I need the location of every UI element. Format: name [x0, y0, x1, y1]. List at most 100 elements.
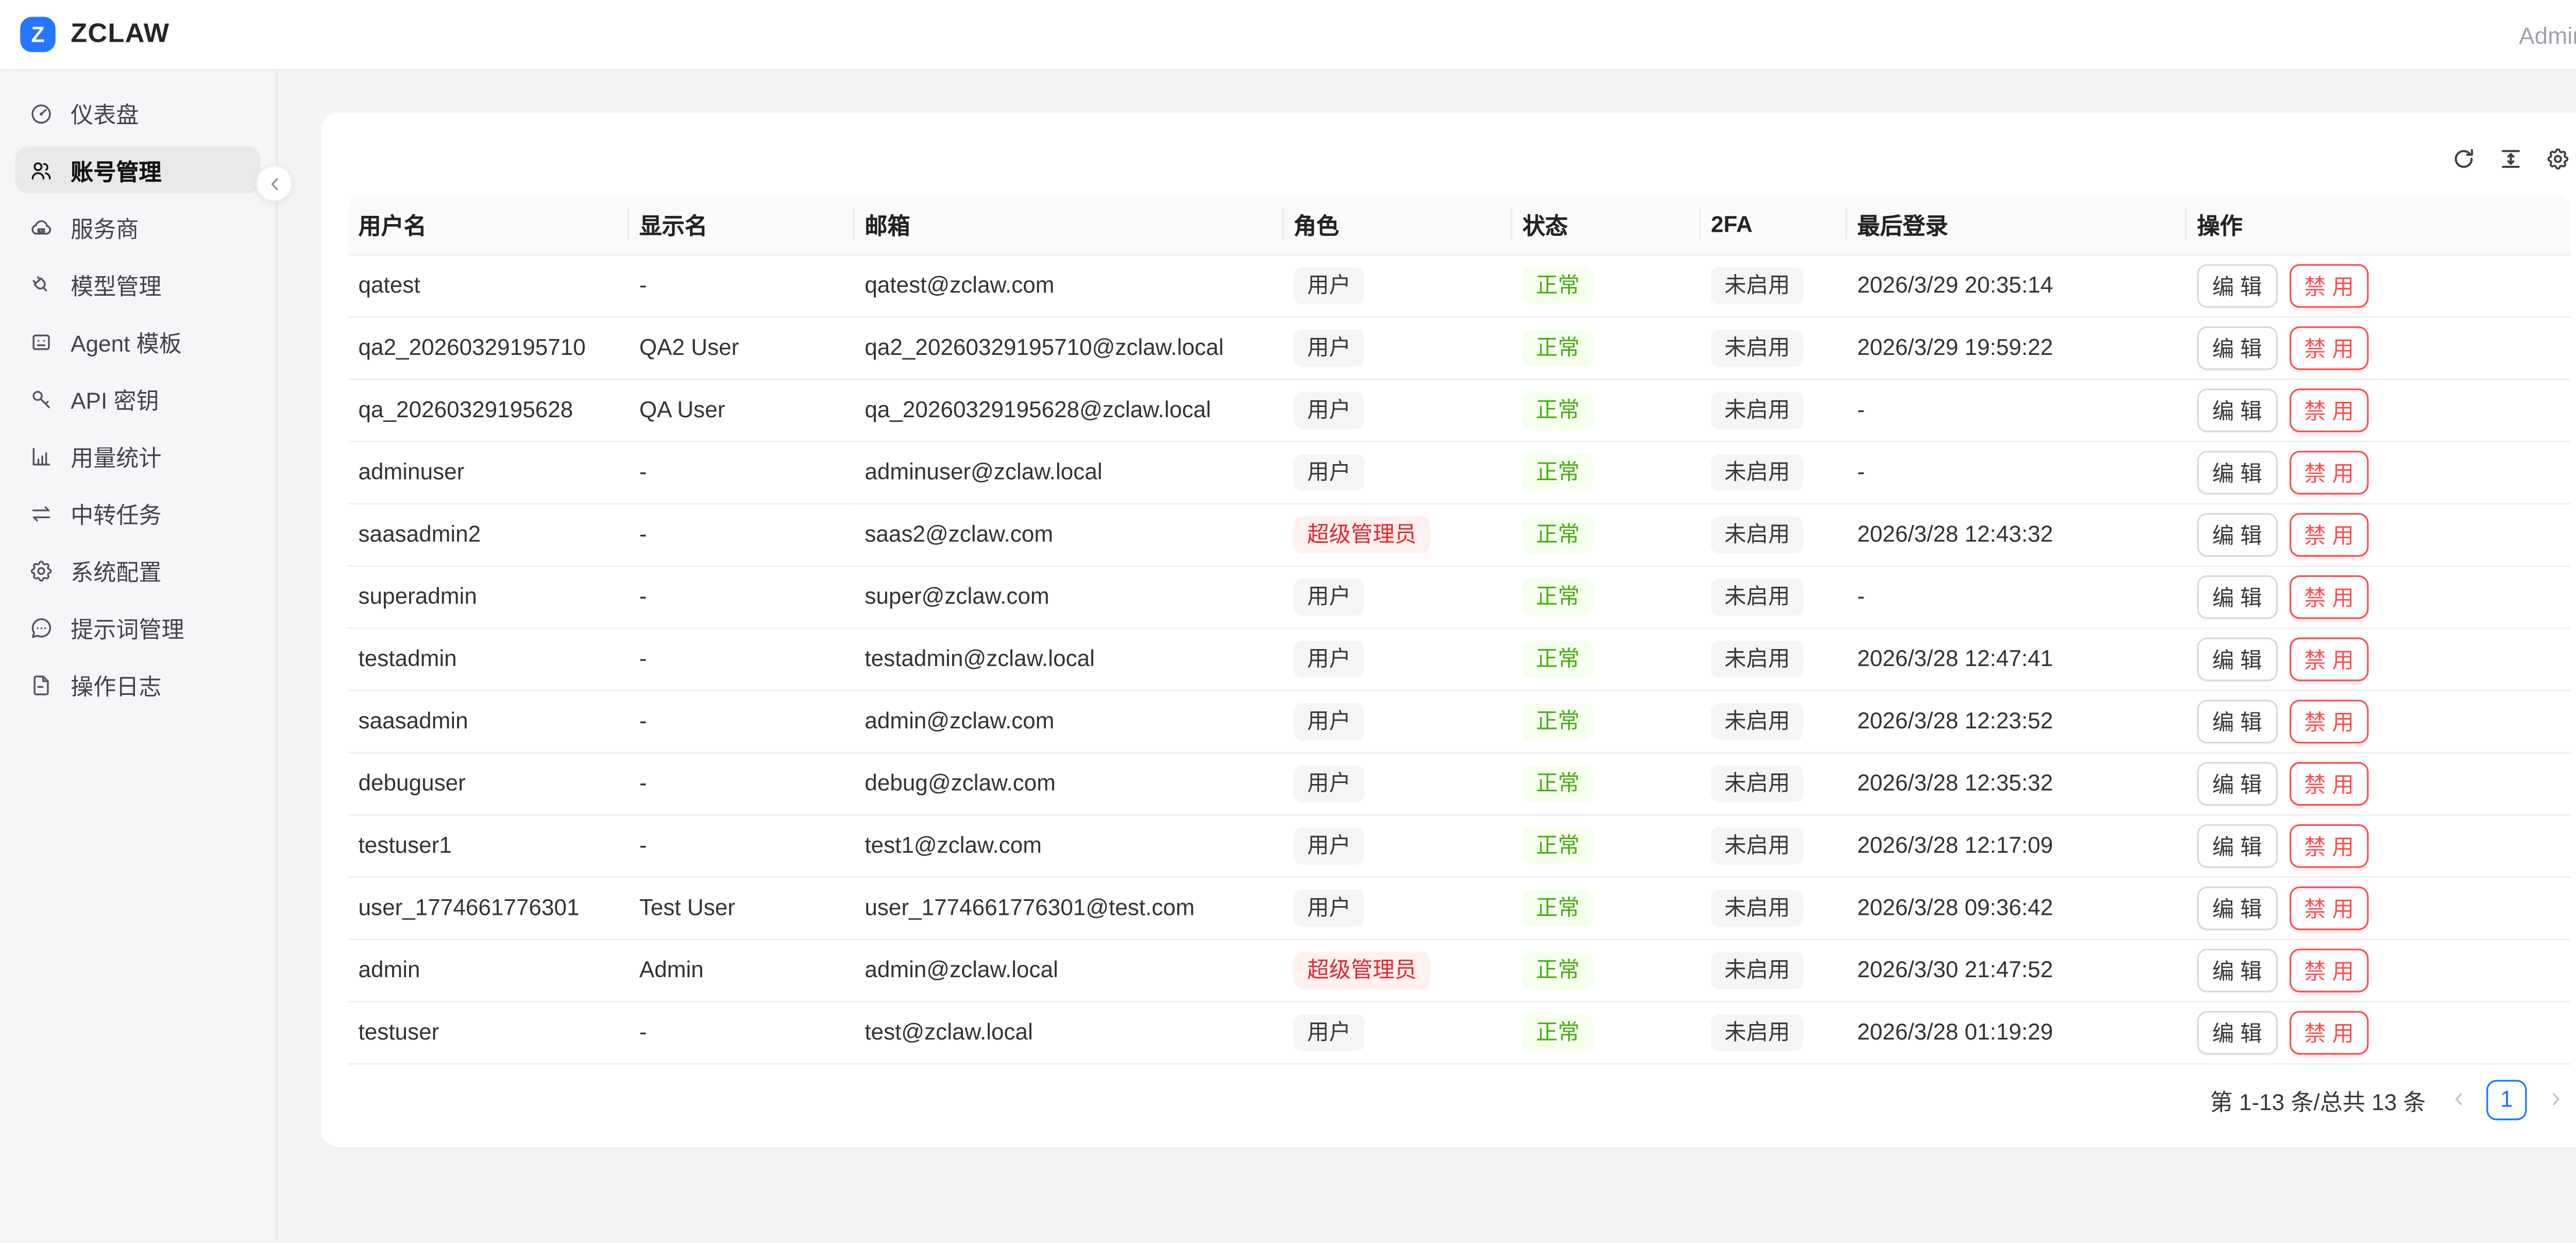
table-toolbar — [348, 133, 2570, 183]
cell-display-name: - — [629, 440, 855, 504]
status-badge: 正常 — [1522, 764, 1594, 802]
density-icon[interactable] — [2498, 145, 2523, 171]
edit-button[interactable]: 编 辑 — [2197, 450, 2277, 494]
sidebar-item-label: 提示词管理 — [71, 617, 184, 643]
cell-actions: 编 辑禁 用 — [2187, 565, 2571, 628]
sidebar-collapse-button[interactable] — [256, 165, 293, 202]
cell-display-name: - — [629, 627, 855, 691]
sidebar-item-6[interactable]: 用量统计 — [15, 432, 261, 479]
settings-gear-icon[interactable] — [2545, 145, 2570, 171]
table-row: saasadmin - admin@zclaw.com 用户 正常 未启用 2026/3/2… — [348, 689, 2571, 753]
disable-button[interactable]: 禁 用 — [2289, 325, 2369, 369]
cell-last-login: 2026/3/29 19:59:22 — [1847, 316, 2187, 380]
cell-display-name: QA2 User — [629, 316, 855, 380]
disable-button[interactable]: 禁 用 — [2289, 387, 2369, 432]
cell-status: 正常 — [1512, 1000, 1701, 1064]
cell-username: testuser1 — [348, 814, 630, 877]
cell-last-login: 2026/3/28 12:17:09 — [1847, 814, 2187, 877]
disable-button[interactable]: 禁 用 — [2289, 947, 2369, 992]
chevron-left-icon[interactable] — [2443, 1079, 2473, 1119]
cell-2fa: 未启用 — [1701, 565, 1848, 628]
pagination-total: 第 1-13 条/总共 13 条 — [2210, 1089, 2426, 1115]
twofa-badge: 未启用 — [1710, 453, 1804, 490]
disable-button[interactable]: 禁 用 — [2289, 886, 2369, 930]
cell-2fa: 未启用 — [1701, 939, 1848, 1002]
role-tag: 用户 — [1294, 329, 1365, 366]
sidebar-item-label: 账号管理 — [71, 160, 162, 185]
cell-actions: 编 辑禁 用 — [2187, 814, 2571, 877]
cloud-icon — [29, 214, 54, 240]
edit-button[interactable]: 编 辑 — [2197, 947, 2277, 992]
cell-status: 正常 — [1512, 814, 1701, 877]
edit-button[interactable]: 编 辑 — [2197, 823, 2277, 867]
status-badge: 正常 — [1522, 391, 1594, 429]
table-row: superadmin - super@zclaw.com 用户 正常 未启用 - 编 辑禁 用 — [348, 565, 2571, 628]
sidebar-item-7[interactable]: 中转任务 — [15, 489, 261, 536]
status-badge: 正常 — [1522, 1013, 1594, 1051]
refresh-icon[interactable] — [2451, 145, 2477, 171]
cell-email: test@zclaw.local — [854, 1000, 1284, 1064]
edit-button[interactable]: 编 辑 — [2197, 387, 2277, 432]
cell-username: admin — [348, 939, 630, 1002]
sidebar-item-2[interactable]: 服务商 — [15, 203, 261, 250]
cell-actions: 编 辑禁 用 — [2187, 503, 2571, 566]
column-header-2: 邮箱 — [854, 195, 1284, 255]
edit-button[interactable]: 编 辑 — [2197, 699, 2277, 743]
pagination-page-1[interactable]: 1 — [2486, 1079, 2527, 1120]
table-row: adminuser - adminuser@zclaw.local 用户 正常 未启用 - 编… — [348, 440, 2571, 504]
disable-button[interactable]: 禁 用 — [2289, 574, 2369, 618]
sidebar-item-1[interactable]: 账号管理 — [15, 146, 261, 194]
cell-status: 正常 — [1512, 503, 1701, 566]
sidebar-item-9[interactable]: 提示词管理 — [15, 604, 261, 651]
cell-last-login: - — [1847, 565, 2187, 628]
cell-email: test1@zclaw.com — [854, 814, 1284, 877]
chevron-left-icon — [270, 177, 277, 190]
sidebar-item-0[interactable]: 仪表盘 — [15, 89, 261, 136]
sidebar-item-4[interactable]: Agent 模板 — [15, 318, 261, 365]
edit-button[interactable]: 编 辑 — [2197, 263, 2277, 307]
edit-button[interactable]: 编 辑 — [2197, 1010, 2277, 1054]
cell-status: 正常 — [1512, 939, 1701, 1002]
sidebar-item-10[interactable]: 操作日志 — [15, 661, 261, 708]
edit-button[interactable]: 编 辑 — [2197, 761, 2277, 805]
file-text-icon — [29, 672, 54, 697]
disable-button[interactable]: 禁 用 — [2289, 823, 2369, 867]
role-tag: 超级管理员 — [1294, 951, 1430, 989]
robot-icon — [29, 329, 54, 354]
cell-status: 正常 — [1512, 254, 1701, 317]
sidebar: 仪表盘账号管理服务商模型管理 Agent 模板 API 密钥 用量统计中转任务系统配置… — [0, 71, 293, 1241]
cell-role: 用户 — [1283, 316, 1513, 380]
cell-status: 正常 — [1512, 316, 1701, 380]
cell-display-name: - — [629, 814, 855, 877]
twofa-badge: 未启用 — [1710, 266, 1804, 304]
cell-role: 用户 — [1283, 254, 1513, 317]
current-user-menu[interactable]: Admin — [2519, 21, 2576, 48]
cell-status: 正常 — [1512, 627, 1701, 691]
edit-button[interactable]: 编 辑 — [2197, 325, 2277, 369]
cell-last-login: 2026/3/28 12:35:32 — [1847, 752, 2187, 815]
brand: Z ZCLAW — [20, 16, 170, 53]
cell-status: 正常 — [1512, 689, 1701, 753]
cell-actions: 编 辑禁 用 — [2187, 316, 2571, 380]
edit-button[interactable]: 编 辑 — [2197, 886, 2277, 930]
sidebar-item-5[interactable]: API 密钥 — [15, 375, 261, 422]
disable-button[interactable]: 禁 用 — [2289, 1010, 2369, 1054]
disable-button[interactable]: 禁 用 — [2289, 636, 2369, 680]
disable-button[interactable]: 禁 用 — [2289, 512, 2369, 556]
chevron-right-icon[interactable] — [2540, 1079, 2571, 1119]
edit-button[interactable]: 编 辑 — [2197, 512, 2277, 556]
disable-button[interactable]: 禁 用 — [2289, 699, 2369, 743]
disable-button[interactable]: 禁 用 — [2289, 263, 2369, 307]
cell-actions: 编 辑禁 用 — [2187, 689, 2571, 753]
edit-button[interactable]: 编 辑 — [2197, 636, 2277, 680]
cell-actions: 编 辑禁 用 — [2187, 378, 2571, 442]
sidebar-item-8[interactable]: 系统配置 — [15, 547, 261, 593]
cell-status: 正常 — [1512, 378, 1701, 442]
disable-button[interactable]: 禁 用 — [2289, 761, 2369, 805]
cell-display-name: - — [629, 503, 855, 566]
sidebar-item-3[interactable]: 模型管理 — [15, 261, 261, 308]
edit-button[interactable]: 编 辑 — [2197, 574, 2277, 618]
cell-actions: 编 辑禁 用 — [2187, 939, 2571, 1002]
cell-role: 用户 — [1283, 627, 1513, 691]
disable-button[interactable]: 禁 用 — [2289, 450, 2369, 494]
